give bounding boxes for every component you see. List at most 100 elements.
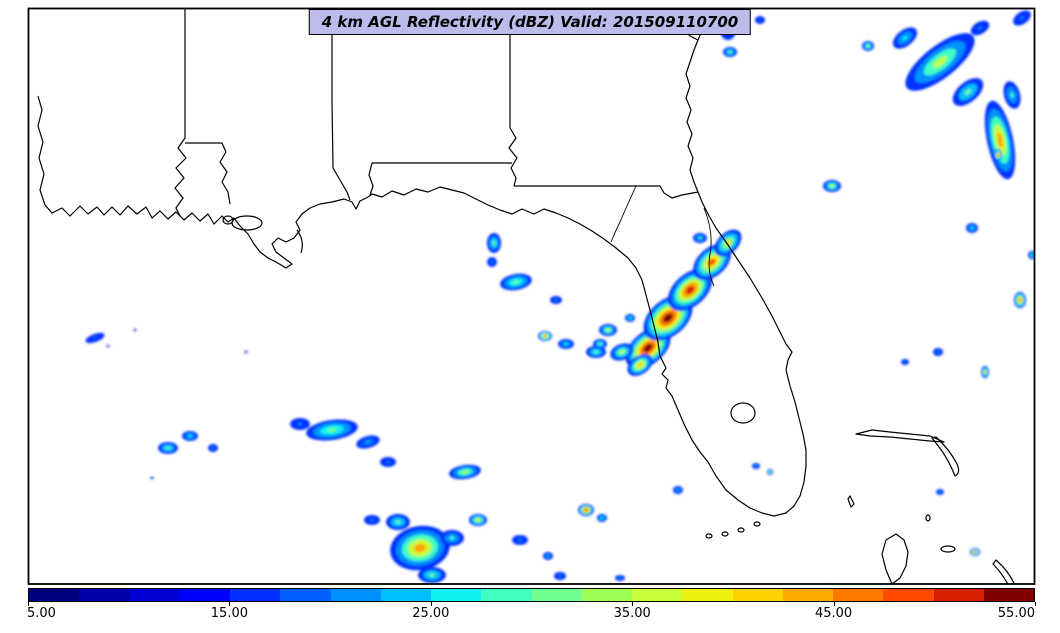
radar-cell xyxy=(326,427,338,433)
radar-cell xyxy=(386,460,390,464)
lake-maurepas xyxy=(222,215,234,225)
radar-cell xyxy=(978,26,982,30)
radar-echoes xyxy=(85,10,1035,583)
island-chandeleur xyxy=(296,229,303,254)
radar-cell xyxy=(676,488,680,492)
radar-cell xyxy=(518,538,522,542)
radar-cell xyxy=(133,328,137,332)
island-abaco xyxy=(931,436,960,477)
radar-cell xyxy=(1030,253,1034,257)
radar-cell xyxy=(728,50,732,54)
radar-cell xyxy=(685,285,695,295)
state-border-florida-georgia xyxy=(514,185,699,199)
state-border-mississippi-alabama xyxy=(331,8,351,201)
state-border-louisiana-mississippi xyxy=(185,142,231,205)
radar-cell xyxy=(512,280,520,284)
radar-cell xyxy=(628,316,632,320)
radar-cell xyxy=(594,350,598,354)
colorbar-segment xyxy=(481,589,532,601)
colorbar-segment xyxy=(230,589,281,601)
radar-cell xyxy=(1010,92,1014,98)
radar-cell xyxy=(970,226,974,230)
lake-pontchartrain xyxy=(231,215,263,231)
radar-cell xyxy=(866,44,870,48)
colorbar-segment xyxy=(29,589,80,601)
colorbar-segment xyxy=(79,589,130,601)
colorbar-tick xyxy=(229,602,231,606)
island-new-providence xyxy=(940,545,956,553)
colorbar xyxy=(28,588,1035,602)
radar-cell xyxy=(1018,298,1022,302)
radar-cell xyxy=(725,240,731,246)
radar-cell xyxy=(973,550,977,554)
colorbar-segment xyxy=(933,589,984,601)
radar-cell xyxy=(106,344,110,348)
radar-cell xyxy=(188,434,192,438)
radar-cell xyxy=(429,573,435,577)
colorbar-segment xyxy=(330,589,381,601)
colorbar-segment xyxy=(833,589,884,601)
island-berry xyxy=(925,514,931,522)
radar-cell xyxy=(543,334,547,338)
radar-cell xyxy=(663,313,673,323)
radar-cell xyxy=(93,336,97,340)
radar-cell xyxy=(619,350,625,354)
lake-okeechobee xyxy=(730,402,756,424)
plot-frame xyxy=(27,7,1036,585)
colorbar-segment xyxy=(380,589,431,601)
radar-cell xyxy=(618,576,622,580)
colorbar-segment xyxy=(983,589,1034,601)
colorbar-segment xyxy=(632,589,683,601)
colorbar-tick-label: 25.00 xyxy=(412,606,450,621)
radar-cell xyxy=(996,153,1000,157)
radar-cell xyxy=(606,328,610,332)
colorbar-tick-label: 15.00 xyxy=(210,606,248,621)
radar-cell xyxy=(598,342,602,346)
island-eleuthera xyxy=(992,559,1015,584)
colorbar-tick xyxy=(1035,602,1036,606)
island-key-1 xyxy=(753,521,761,527)
radar-cell xyxy=(903,360,907,364)
island-bimini xyxy=(847,495,855,508)
island-key-4 xyxy=(705,533,713,539)
radar-cell xyxy=(938,490,942,494)
radar-cell xyxy=(461,470,469,474)
radar-cell xyxy=(365,440,371,444)
coastline-gulf-florida-atlantic xyxy=(44,8,807,517)
radar-cell xyxy=(490,260,494,264)
radar-cell xyxy=(449,536,455,540)
colorbar-segment xyxy=(531,589,582,601)
island-grand-bahama xyxy=(855,429,945,443)
state-border-mississippi-river xyxy=(174,8,187,217)
colorbar-segment xyxy=(782,589,833,601)
radar-cell xyxy=(1020,16,1024,20)
radar-cell xyxy=(902,35,908,41)
river-stjohns xyxy=(703,207,715,287)
radar-cell xyxy=(637,362,643,368)
colorbar-segment xyxy=(883,589,934,601)
colorbar-labels: 5.00 15.00 25.00 35.00 45.00 55.00 xyxy=(27,602,1036,626)
river-suwannee xyxy=(610,185,637,243)
island-key-2 xyxy=(737,527,745,533)
island-andros xyxy=(881,533,909,584)
radar-cell xyxy=(476,518,480,522)
radar-cell xyxy=(936,350,940,354)
radar-cell xyxy=(558,574,562,578)
basemap xyxy=(37,8,1015,584)
radar-cell xyxy=(584,508,588,512)
colorbar-tick-label: 5.00 xyxy=(27,606,56,621)
radar-cell xyxy=(211,446,215,450)
state-border-texas-louisiana xyxy=(37,95,46,206)
map-title: 4 km AGL Reflectivity (dBZ) Valid: 20150… xyxy=(308,9,752,35)
colorbar-segment xyxy=(129,589,180,601)
radar-cell xyxy=(754,464,758,468)
colorbar-segment xyxy=(682,589,733,601)
colorbar-tick xyxy=(28,602,29,606)
radar-cell xyxy=(600,516,604,520)
radar-cell xyxy=(492,241,496,245)
radar-cell xyxy=(758,18,762,22)
colorbar-segment xyxy=(581,589,632,601)
radar-cell xyxy=(708,258,716,266)
